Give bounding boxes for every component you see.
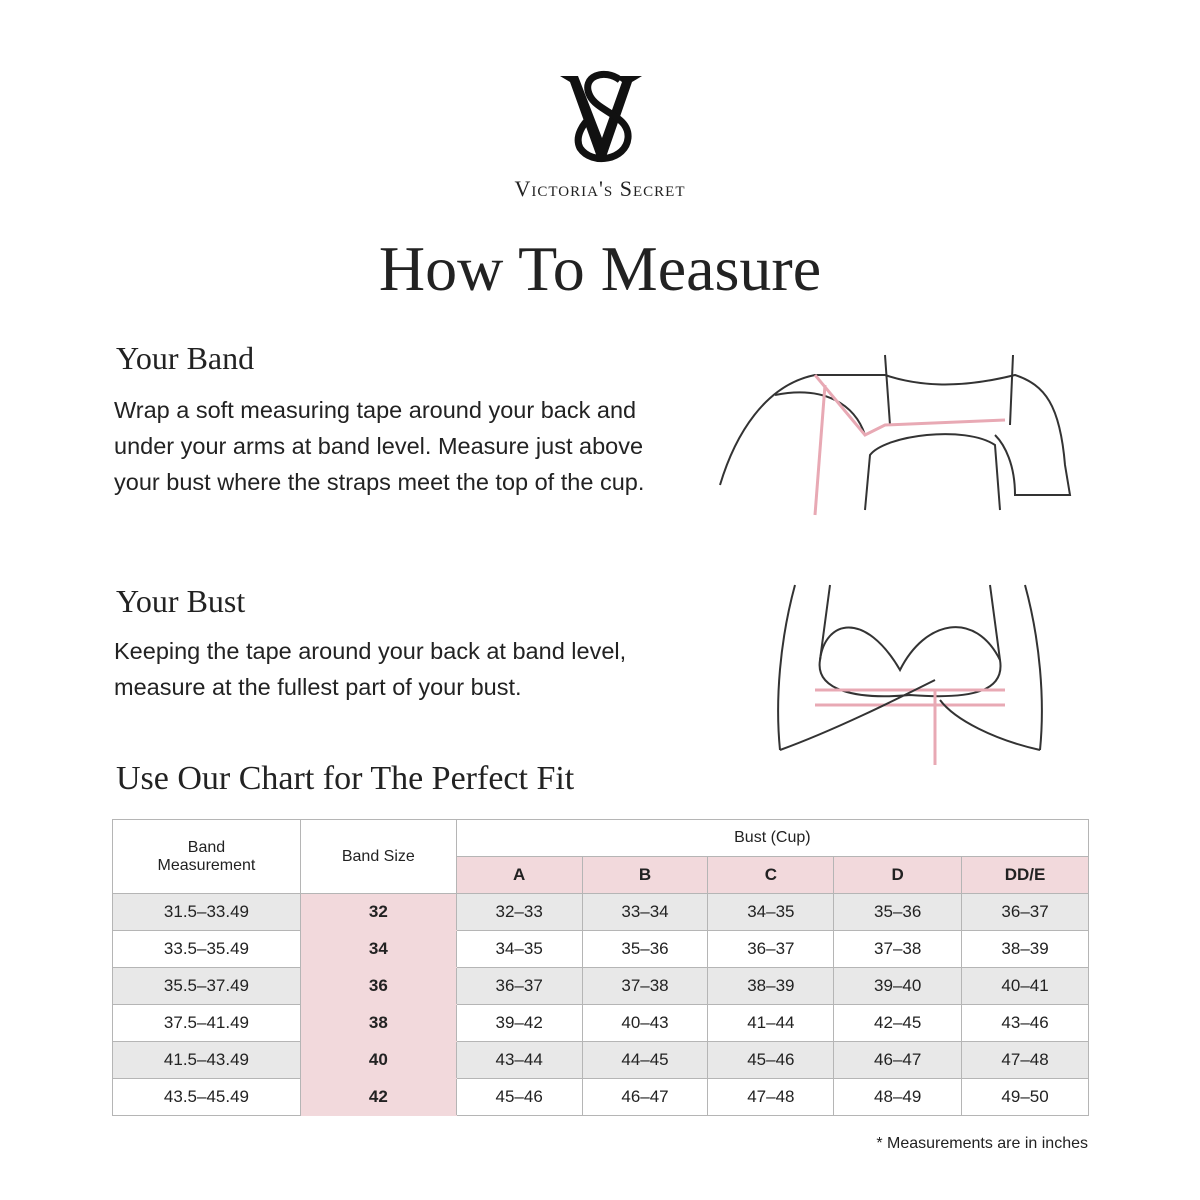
- cup-cell: 36–37: [961, 893, 1089, 931]
- cup-cell: 35–36: [581, 930, 709, 968]
- cup-cell: 39–40: [833, 967, 963, 1005]
- cup-cell: 42–45: [833, 1004, 963, 1042]
- cup-cell: 47–48: [961, 1041, 1089, 1079]
- table-row: 41.5–43.49 40 43–44 44–45 45–46 46–47 47–48: [112, 1041, 1089, 1079]
- cup-cell: 49–50: [961, 1078, 1089, 1116]
- cup-cell: 46–47: [833, 1041, 963, 1079]
- cup-cell: 38–39: [707, 967, 835, 1005]
- band-size-cell: 32: [299, 893, 457, 931]
- band-measurement-cell: 35.5–37.49: [112, 967, 301, 1005]
- cup-cell: 34–35: [455, 930, 583, 968]
- cup-cell: 48–49: [833, 1078, 963, 1116]
- header-cup-c: C: [707, 856, 835, 894]
- bust-heading: Your Bust: [116, 583, 246, 619]
- band-measurement-cell: 41.5–43.49: [112, 1041, 301, 1079]
- header-cup-a: A: [455, 856, 583, 894]
- header-cup-dde: DD/E: [961, 856, 1089, 894]
- band-text: Wrap a soft measuring tape around your b…: [114, 397, 645, 495]
- cup-cell: 45–46: [707, 1041, 835, 1079]
- cup-cell: 46–47: [581, 1078, 709, 1116]
- cup-cell: 35–36: [833, 893, 963, 931]
- cup-cell: 33–34: [581, 893, 709, 931]
- chart-heading: Use Our Chart for The Perfect Fit: [116, 760, 575, 797]
- units-note: * Measurements are in inches: [876, 1135, 1088, 1152]
- table-row: 35.5–37.49 36 36–37 37–38 38–39 39–40 40–41: [112, 967, 1089, 1005]
- band-measurement-cell: 31.5–33.49: [112, 893, 301, 931]
- band-size-cell: 38: [299, 1004, 457, 1042]
- bust-text: Keeping the tape around your back at ban…: [114, 638, 627, 700]
- band-size-cell: 36: [299, 967, 457, 1005]
- cup-cell: 36–37: [455, 967, 583, 1005]
- cup-cell: 43–44: [455, 1041, 583, 1079]
- page-title: How To Measure: [378, 233, 822, 304]
- band-size-cell: 42: [299, 1078, 457, 1116]
- cup-cell: 37–38: [581, 967, 709, 1005]
- cup-cell: 32–33: [455, 893, 583, 931]
- cup-cell: 44–45: [581, 1041, 709, 1079]
- cup-cell: 40–43: [581, 1004, 709, 1042]
- table-row: 43.5–45.49 42 45–46 46–47 47–48 48–49 49–50: [112, 1078, 1089, 1116]
- band-measurement-cell: 33.5–35.49: [112, 930, 301, 968]
- band-measure-illustration: [719, 354, 1072, 516]
- cup-cell: 45–46: [455, 1078, 583, 1116]
- header-band-measurement: Band Measurement: [112, 819, 301, 894]
- table-row: 37.5–41.49 38 39–42 40–43 41–44 42–45 43–46: [112, 1004, 1089, 1042]
- band-size-cell: 40: [299, 1041, 457, 1079]
- bust-measure-illustration: [777, 584, 1043, 765]
- band-measurement-cell: 37.5–41.49: [112, 1004, 301, 1042]
- cup-cell: 36–37: [707, 930, 835, 968]
- cup-cell: 38–39: [961, 930, 1089, 968]
- table-row: 33.5–35.49 34 34–35 35–36 36–37 37–38 38–39: [112, 930, 1089, 968]
- header-cup-b: B: [581, 856, 709, 894]
- cup-cell: 47–48: [707, 1078, 835, 1116]
- cup-cell: 43–46: [961, 1004, 1089, 1042]
- cup-cell: 40–41: [961, 967, 1089, 1005]
- header-cup-d: D: [833, 856, 963, 894]
- cup-cell: 37–38: [833, 930, 963, 968]
- header-bust-cup: Bust (Cup): [455, 819, 1090, 857]
- cup-cell: 34–35: [707, 893, 835, 931]
- band-measurement-cell: 43.5–45.49: [112, 1078, 301, 1116]
- brand-name: Victoria's Secret: [514, 176, 686, 201]
- header-band-size: Band Size: [299, 819, 457, 894]
- cup-cell: 41–44: [707, 1004, 835, 1042]
- vs-logo: [560, 70, 642, 162]
- cup-cell: 39–42: [455, 1004, 583, 1042]
- band-size-cell: 34: [299, 930, 457, 968]
- table-row: 31.5–33.49 32 32–33 33–34 34–35 35–36 36–37: [112, 893, 1089, 931]
- band-heading: Your Band: [116, 340, 255, 376]
